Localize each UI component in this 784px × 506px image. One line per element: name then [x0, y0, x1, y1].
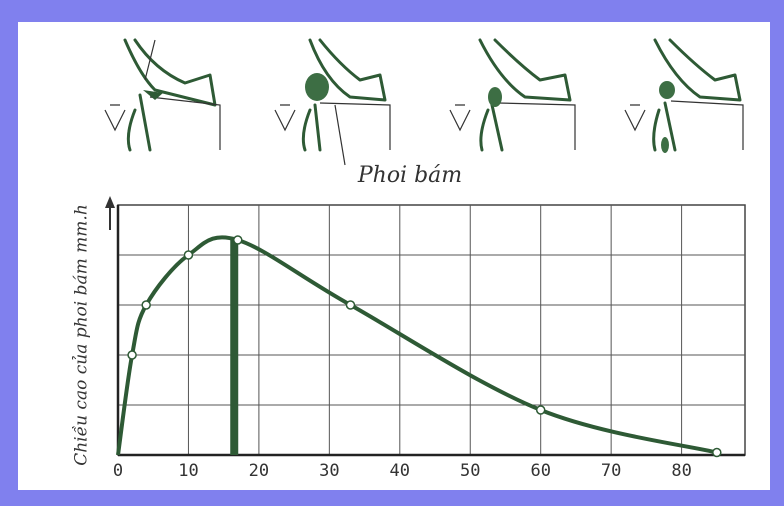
point-marker	[128, 351, 136, 359]
chart: Phoi bám Chiều cao của phoi bám mm.h 0 10…	[0, 0, 784, 506]
x-tick-label: 80	[671, 461, 691, 481]
point-marker	[184, 251, 192, 259]
point-marker	[713, 449, 721, 457]
x-tick-label: 10	[178, 461, 198, 481]
x-tick-label: 50	[460, 461, 480, 481]
x-tick-label: 40	[390, 461, 410, 481]
x-tick-label: 20	[249, 461, 269, 481]
annotation: Phoi bám	[357, 163, 462, 188]
point-marker	[234, 236, 242, 244]
point-marker	[346, 301, 354, 309]
point-marker	[537, 406, 545, 414]
x-tick-label: 70	[601, 461, 621, 481]
point-marker	[142, 301, 150, 309]
x-tick-label: 60	[530, 461, 550, 481]
y-axis-label: Chiều cao của phoi bám mm.h	[72, 204, 92, 466]
panel	[18, 22, 770, 490]
x-tick-label: 30	[319, 461, 339, 481]
page: {"chart_data": {"type": "line", "annotat…	[0, 0, 784, 506]
highlight-bar	[230, 240, 238, 455]
x-tick-label: 0	[113, 461, 123, 481]
